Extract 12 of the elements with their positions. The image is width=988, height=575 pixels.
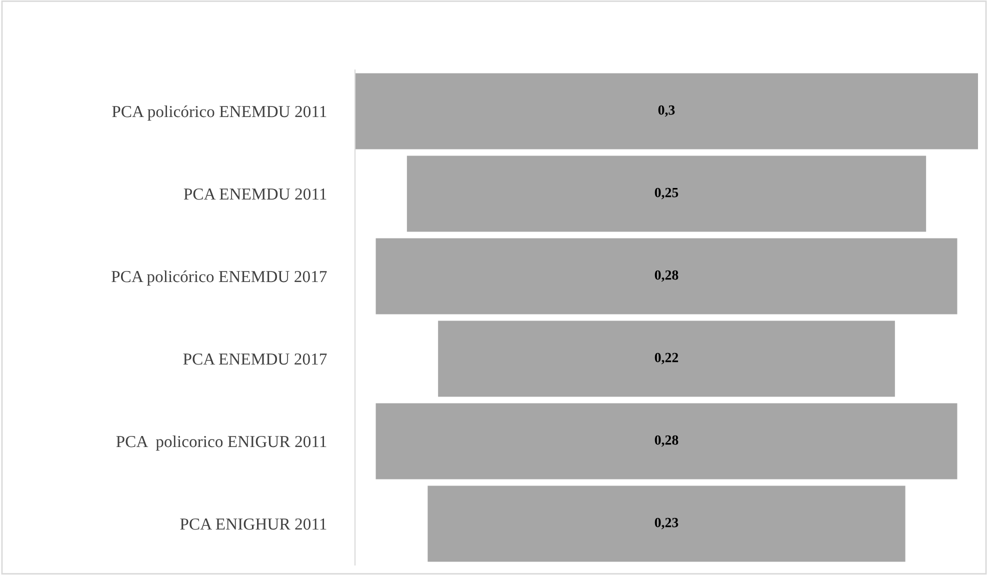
data-label: 0,22 — [654, 352, 678, 364]
data-label: 0,23 — [654, 518, 678, 530]
category-label: PCA policórico ENEMDU 2017 — [112, 270, 327, 286]
category-label: PCA ENEMDU 2011 — [184, 188, 326, 200]
data-label: 0,25 — [654, 188, 678, 200]
category-label: PCA policorico ENIGUR 2011 — [116, 435, 326, 451]
data-label: 0,3 — [658, 105, 675, 117]
data-label: 0,28 — [654, 270, 678, 282]
category-label: PCA ENEMDU 2017 — [183, 353, 327, 365]
category-label: PCA policórico ENEMDU 2011 — [112, 105, 326, 121]
data-label: 0,28 — [654, 435, 678, 447]
category-label: PCA ENIGHUR 2011 — [180, 518, 326, 530]
